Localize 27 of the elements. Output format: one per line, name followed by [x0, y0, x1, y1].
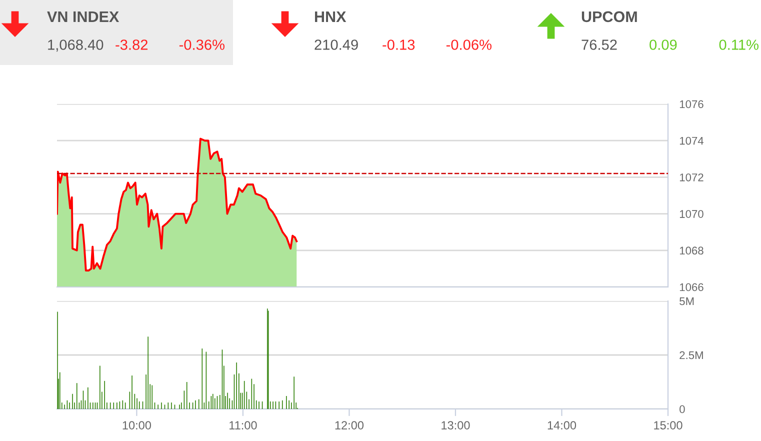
- text: 210.49: [314, 40, 358, 50]
- y-tick-label: 1068: [680, 246, 704, 255]
- text: UPCOM: [582, 11, 637, 22]
- text: -0.13: [382, 40, 415, 50]
- y-tick-label: 1074: [680, 136, 704, 145]
- text: -3.82: [116, 40, 148, 50]
- y-tick-label: 0: [680, 405, 685, 414]
- text: -0.06%: [446, 40, 492, 50]
- text: 76.52: [582, 40, 617, 50]
- y-tick-label: 1076: [680, 100, 704, 108]
- y-tick-label: 1070: [680, 210, 704, 218]
- text: VN INDEX: [47, 11, 120, 22]
- text: 0.11%: [719, 40, 758, 50]
- x-tick-label: 13:00: [442, 421, 470, 430]
- y-tick-label: 5M: [680, 297, 694, 306]
- text: -0.36%: [179, 40, 224, 50]
- y-tick-label: 1072: [680, 173, 704, 182]
- x-tick-label: 15:00: [654, 421, 682, 430]
- y-tick-label: 2.5M: [680, 351, 703, 360]
- x-tick-label: 12:00: [335, 421, 364, 430]
- text: 1,068.40: [48, 40, 104, 52]
- y-tick-label: 1066: [680, 283, 704, 292]
- x-tick-label: 14:00: [548, 421, 576, 430]
- x-tick-label: 10:00: [122, 421, 152, 430]
- text: 0.09: [650, 40, 677, 50]
- x-tick-label: 11:00: [230, 421, 257, 430]
- text: HNX: [315, 11, 346, 22]
